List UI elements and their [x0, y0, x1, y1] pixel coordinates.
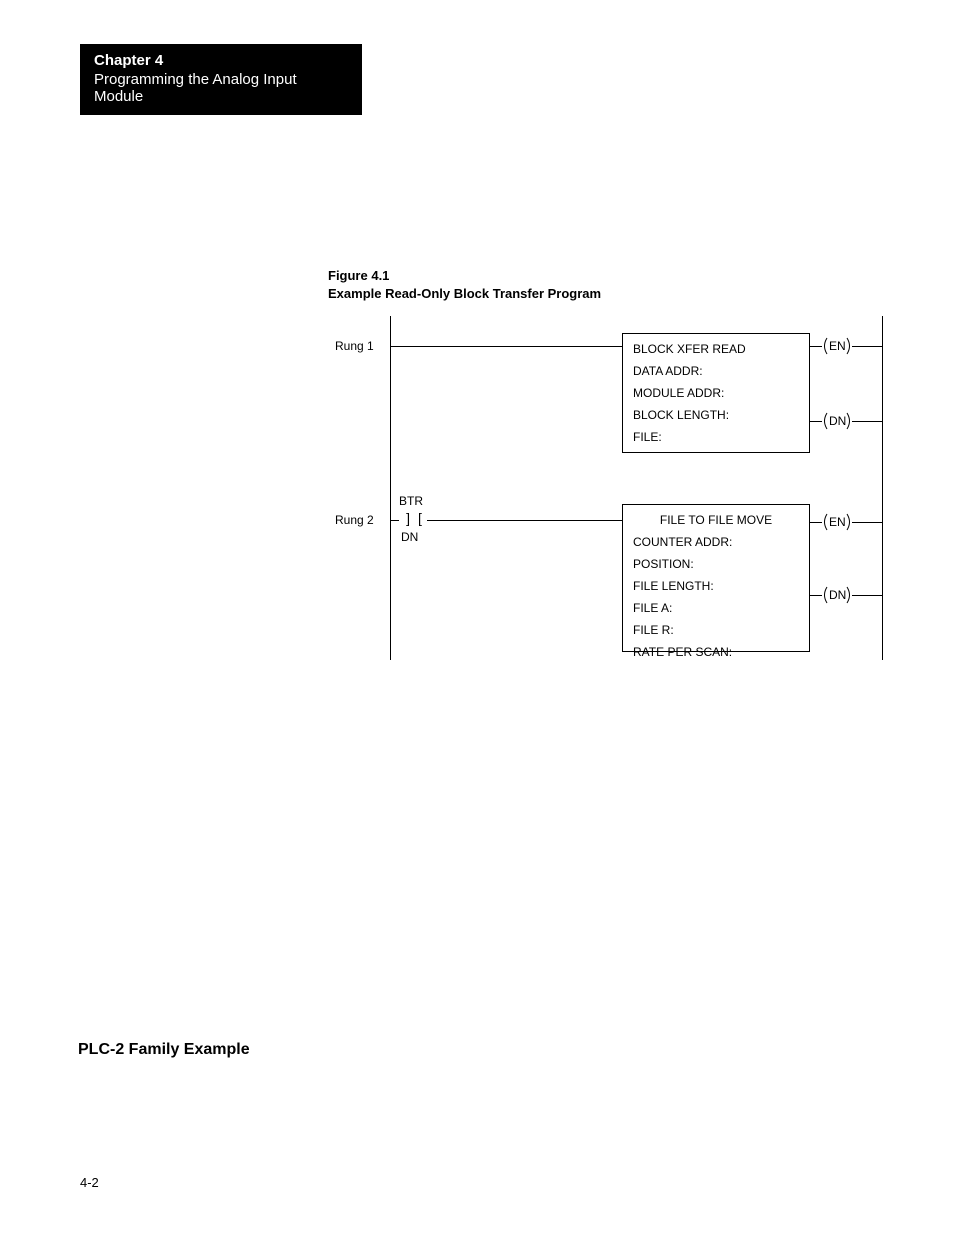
chapter-header: Chapter 4 Programming the Analog Input M…: [80, 44, 362, 115]
block2-line2: POSITION:: [623, 553, 809, 575]
rung1-label: Rung 1: [335, 339, 374, 353]
page-number: 4-2: [80, 1175, 99, 1190]
chapter-subtitle: Programming the Analog Input Module: [94, 71, 348, 105]
rung2-en-wire-r: [852, 522, 882, 523]
rung2-wire-mid: [427, 520, 622, 521]
figure-caption-line2: Example Read-Only Block Transfer Program: [328, 286, 601, 301]
left-rail: [390, 316, 391, 660]
block1-line1: DATA ADDR:: [623, 360, 809, 382]
rung1-wire-left: [390, 346, 622, 347]
block2-line0: FILE TO FILE MOVE: [623, 509, 809, 531]
rung2-label: Rung 2: [335, 513, 374, 527]
block1-line3: BLOCK LENGTH:: [623, 404, 809, 426]
block2-line1: COUNTER ADDR:: [623, 531, 809, 553]
rung2-contact-left-bracket: ]: [398, 510, 410, 526]
right-rail: [882, 316, 883, 660]
rung2-en-label: EN: [829, 515, 846, 529]
rung1-dn-label: DN: [829, 414, 846, 428]
block2-line4: FILE A:: [623, 597, 809, 619]
figure-caption-line1: Figure 4.1: [328, 268, 389, 283]
rung2-contact-right-bracket: [: [418, 510, 422, 526]
block2-line3: FILE LENGTH:: [623, 575, 809, 597]
section-heading: PLC-2 Family Example: [78, 1041, 250, 1059]
block2-line6: RATE PER SCAN:: [623, 641, 809, 663]
rung1-en-wire-r: [852, 346, 882, 347]
figure-caption: Figure 4.1 Example Read-Only Block Trans…: [328, 267, 601, 302]
block1-line0: BLOCK XFER READ: [623, 338, 809, 360]
rung1-en-label: EN: [829, 339, 846, 353]
rung1-dn-wire-r: [852, 421, 882, 422]
page: Chapter 4 Programming the Analog Input M…: [0, 0, 954, 1235]
rung2-btr-label: BTR: [399, 494, 423, 508]
file-to-file-move-box: FILE TO FILE MOVE COUNTER ADDR: POSITION…: [622, 504, 810, 652]
block2-line5: FILE R:: [623, 619, 809, 641]
block1-line4: FILE:: [623, 426, 809, 448]
chapter-number: Chapter 4: [94, 52, 348, 69]
rung2-dn-under-label: DN: [401, 530, 418, 544]
rung2-dn-wire-r: [852, 595, 882, 596]
block1-line2: MODULE ADDR:: [623, 382, 809, 404]
block-xfer-read-box: BLOCK XFER READ DATA ADDR: MODULE ADDR: …: [622, 333, 810, 453]
rung2-dn-label: DN: [829, 588, 846, 602]
